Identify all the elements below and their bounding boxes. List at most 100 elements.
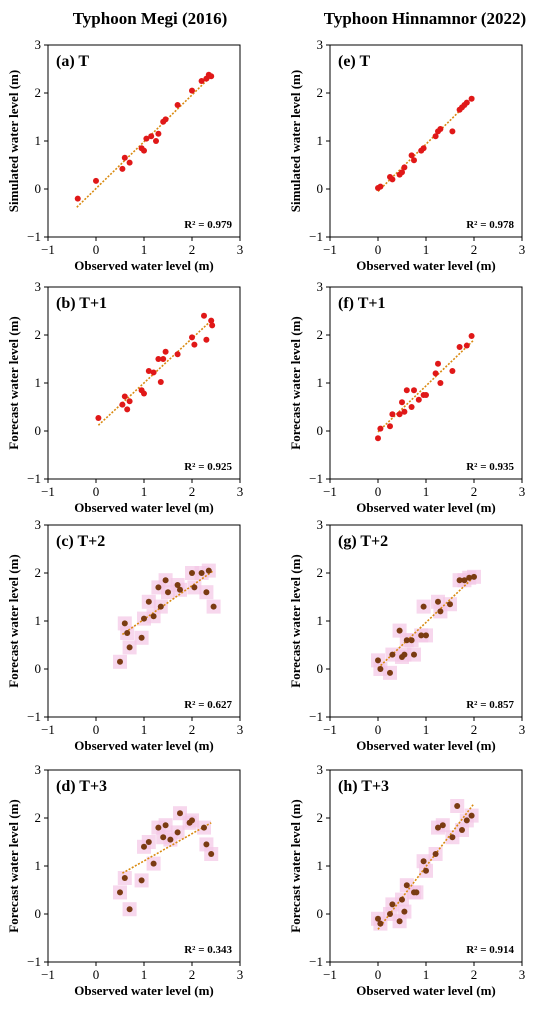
data-point	[468, 95, 475, 102]
x-tick-label: −1	[41, 484, 55, 499]
col-title-megi: Typhoon Megi (2016)	[73, 9, 228, 28]
r2-label: R² = 0.935	[466, 461, 514, 473]
y-tick-label: 2	[35, 810, 42, 825]
y-tick-label: 1	[317, 613, 324, 628]
panel-1: −1 0 1 2 3 −1 0 1 2 3 Observed water level (m) Simu…	[6, 37, 243, 273]
data-point	[203, 336, 210, 343]
x-axis-label: Observed water level (m)	[74, 983, 213, 998]
panel-5: −1 0 1 2 3 −1 0 1 2 3 Observed water level (m) Fore…	[6, 517, 243, 753]
x-tick-label: 0	[93, 242, 100, 257]
data-point	[121, 393, 128, 400]
data-point	[205, 567, 212, 574]
data-point	[377, 920, 384, 927]
panel-label: (b) T+1	[56, 295, 107, 312]
data-point	[153, 138, 159, 144]
y-tick-label: 0	[35, 423, 42, 438]
data-point	[420, 145, 427, 152]
data-point	[377, 425, 384, 432]
y-tick-label: 0	[35, 661, 42, 676]
data-point	[191, 341, 198, 348]
data-point	[435, 824, 441, 831]
data-point	[119, 401, 126, 408]
data-point	[389, 176, 396, 183]
x-tick-label: 2	[471, 967, 478, 982]
panel-8: −1 0 1 2 3 −1 0 1 2 3 Observed water level (m) Fore…	[288, 762, 525, 998]
data-point	[432, 133, 439, 140]
data-point	[415, 396, 422, 403]
y-tick-label: −1	[309, 229, 323, 244]
data-point	[420, 603, 427, 610]
data-point	[201, 824, 207, 831]
data-point	[150, 860, 157, 867]
data-point	[396, 627, 403, 634]
data-point	[432, 370, 439, 377]
x-tick-label: 0	[375, 722, 382, 737]
data-point	[143, 135, 150, 142]
x-tick-label: −1	[323, 484, 337, 499]
data-point	[117, 889, 123, 896]
x-tick-label: −1	[41, 967, 55, 982]
data-point	[423, 867, 429, 874]
data-point	[145, 368, 152, 374]
x-tick-label: −1	[323, 242, 337, 257]
r2-label: R² = 0.979	[184, 219, 232, 231]
trend-line	[377, 96, 475, 192]
data-point	[208, 851, 215, 857]
data-point	[157, 603, 164, 610]
data-point	[150, 613, 157, 620]
data-point	[210, 603, 217, 610]
y-tick-label: 0	[317, 906, 324, 921]
x-axis-label: Observed water level (m)	[74, 738, 213, 753]
data-point	[155, 584, 162, 591]
data-point	[387, 911, 393, 917]
data-point	[157, 379, 164, 386]
data-point	[471, 573, 477, 580]
y-axis-label: Forecast water level (m)	[288, 316, 303, 449]
x-tick-label: 2	[471, 242, 478, 257]
data-point	[401, 408, 408, 415]
data-point	[141, 615, 147, 622]
r2-label: R² = 0.343	[184, 944, 232, 956]
y-tick-label: 3	[317, 762, 324, 777]
data-point	[432, 851, 439, 857]
x-tick-label: 1	[141, 484, 148, 499]
panel-label: (d) T+3	[56, 778, 107, 795]
panels: −1 0 1 2 3 −1 0 1 2 3 Observed water level (m) Simu…	[6, 37, 525, 998]
y-axis-label: Forecast water level (m)	[288, 799, 303, 932]
panel-6: −1 0 1 2 3 −1 0 1 2 3 Observed water level (m) Fore…	[288, 517, 525, 753]
data-point	[177, 586, 183, 593]
data-point	[141, 147, 147, 154]
data-point	[126, 644, 133, 651]
x-tick-label: 3	[237, 722, 244, 737]
y-tick-label: 0	[317, 661, 324, 676]
data-point	[160, 834, 167, 841]
y-tick-label: 1	[35, 375, 42, 390]
data-point	[435, 360, 441, 367]
data-point	[463, 342, 470, 349]
plot-frame	[47, 769, 241, 963]
x-tick-label: 0	[375, 484, 382, 499]
trend-line	[76, 75, 212, 208]
plot-frame	[329, 286, 523, 480]
data-point	[148, 133, 155, 140]
data-point	[459, 827, 465, 833]
x-axis-label: Observed water level (m)	[356, 500, 495, 515]
data-point	[165, 589, 171, 596]
y-axis-label: Simulated water level (m)	[288, 70, 303, 212]
x-tick-label: 2	[189, 967, 196, 982]
panel-2: −1 0 1 2 3 −1 0 1 2 3 Observed water level (m) Simu…	[288, 37, 525, 273]
data-point	[174, 829, 181, 836]
data-point	[418, 632, 425, 639]
trend-line	[377, 339, 475, 433]
data-point	[387, 669, 393, 676]
x-tick-label: 0	[375, 967, 382, 982]
y-tick-label: −1	[309, 471, 323, 486]
trend-line	[377, 803, 475, 930]
y-tick-label: 3	[35, 279, 42, 294]
data-point	[160, 356, 167, 362]
x-tick-label: 3	[237, 967, 244, 982]
y-tick-label: 2	[35, 85, 42, 100]
data-point	[411, 651, 417, 658]
data-point	[208, 317, 215, 324]
